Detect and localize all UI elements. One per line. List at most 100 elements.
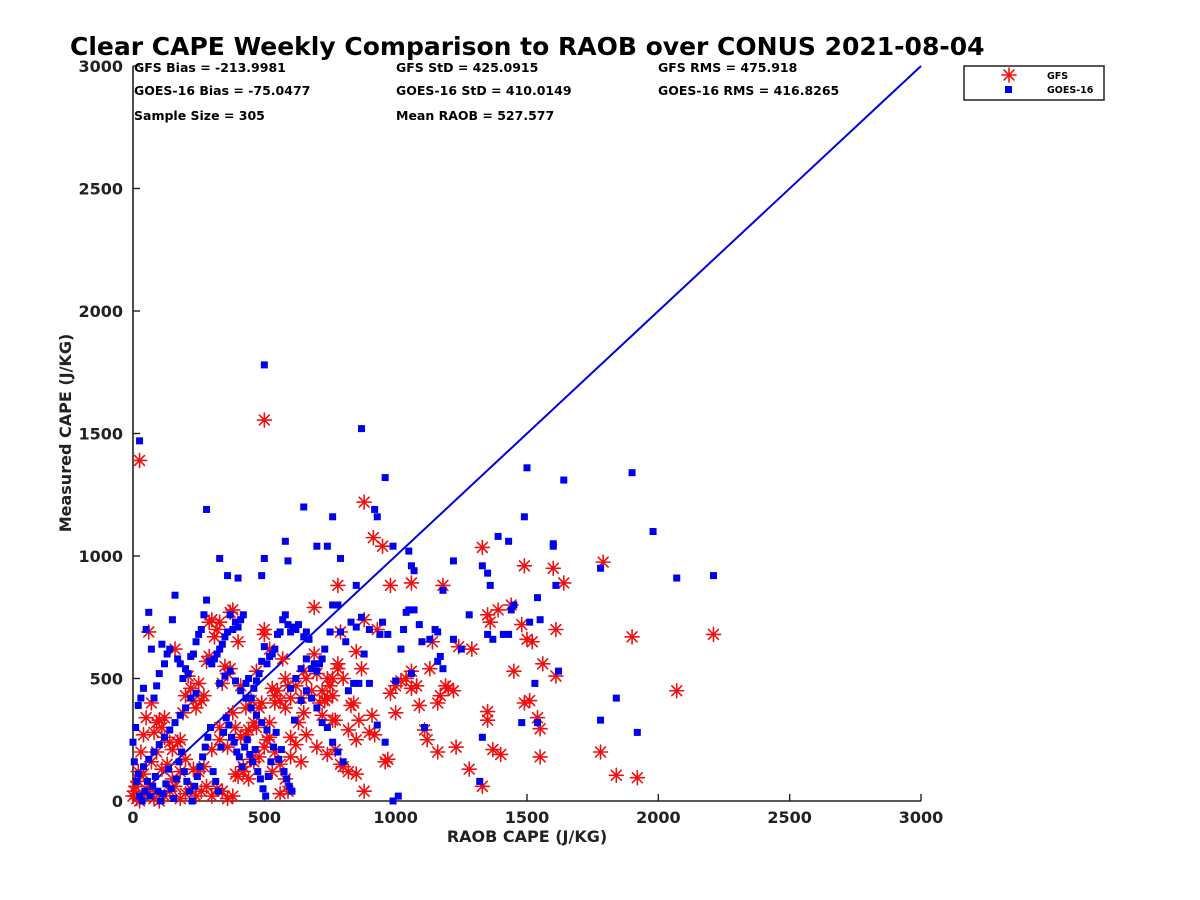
goes16-point [154,787,162,795]
goes16-point [407,562,415,570]
goes16-point [415,621,423,629]
goes16-point [247,704,255,712]
plot-area: 0 500 1000 1500 2000 2500 3000 0 500 1000 1500 200… [78,57,943,827]
goes16-point [221,672,229,680]
goes16-point [188,797,196,805]
y-tick-label: 1000 [78,547,123,566]
goes16-point [149,782,157,790]
goes16-point [262,792,270,800]
goes16-point [216,679,224,687]
gfs-point [230,633,246,650]
gfs-point [206,629,223,645]
gfs-point [330,577,346,594]
goes16-point [199,753,207,761]
goes16-point [168,616,176,624]
goes16-point [628,469,636,477]
goes16-point [187,694,195,702]
goes16-point [288,787,296,795]
gfs-point [519,631,535,648]
goes16-point [384,630,392,638]
legend-goes16-marker [1005,86,1012,93]
gfs-series [125,412,722,809]
gfs-point [534,655,551,672]
gfs-point [485,741,501,758]
gfs-point [432,687,449,704]
gfs-point [668,682,685,699]
goes16-point [358,425,366,433]
gfs-point [608,767,625,784]
goes16-point [224,628,232,636]
goes16-point [138,797,146,805]
goes16-point [246,750,254,758]
goes16-point [258,657,266,665]
goes16-point [494,532,502,540]
gfs-point [361,724,378,741]
goes16-point [229,626,237,633]
goes16-point [326,628,334,636]
goes16-point [155,670,163,678]
goes16-point [221,633,229,641]
goes16-point [143,777,151,785]
goes16-point [505,630,513,638]
goes16-point [297,697,305,705]
goes16-point [266,652,274,660]
goes16-point [394,792,402,800]
goes16-point [318,655,326,663]
gfs-point [348,731,365,748]
goes16-point [410,606,418,614]
goes16-point [337,628,345,636]
goes16-point [499,630,507,638]
goes16-point [252,711,260,719]
gfs-point [351,712,367,728]
goes16-point [241,743,249,751]
goes16-point [329,601,337,609]
goes16-point [243,736,251,744]
gfs-point [474,539,491,556]
goes16-point [305,635,313,643]
goes16-point [297,665,305,673]
goes16-point [534,594,542,602]
goes16-point [321,645,329,653]
goes16-point [484,569,492,577]
goes16-point [256,775,264,783]
goes16-point [505,537,513,545]
goes16-point [263,660,271,668]
goes16-point [267,758,275,766]
gfs-point [138,709,154,726]
goes16-point [407,670,415,678]
y-tick-label: 1500 [78,425,123,444]
goes16-point [197,626,205,633]
gfs-point [464,641,480,657]
goes16-point [465,611,473,619]
goes16-point [129,738,137,746]
goes16-point [308,694,316,702]
goes16-point [263,726,271,734]
goes16-point [235,753,243,761]
goes16-point [213,650,221,658]
goes16-point [237,616,245,624]
goes16-point [371,505,379,513]
goes16-point [255,670,263,678]
goes16-point [172,775,180,783]
goes16-point [230,738,238,746]
gfs-point [348,766,365,782]
gfs-point [365,529,382,546]
goes16-point [549,542,557,550]
x-tick-label: 0 [127,808,138,827]
x-axis-label: RAOB CAPE (J/KG) [447,827,607,846]
gfs-point [274,651,291,667]
gfs-point [256,412,273,428]
goes16-point [373,721,381,729]
gfs-point [377,753,393,770]
goes16-point [222,714,230,722]
gfs-point [705,626,722,643]
goes16-point [134,701,142,709]
goes16-point [234,623,242,631]
gfs-point [288,736,304,753]
goes16-point [302,687,310,695]
goes16-point [142,626,150,633]
gfs-point [340,722,357,738]
goes16-point [192,638,200,646]
goes16-point [258,719,266,727]
goes16-point [204,733,212,741]
